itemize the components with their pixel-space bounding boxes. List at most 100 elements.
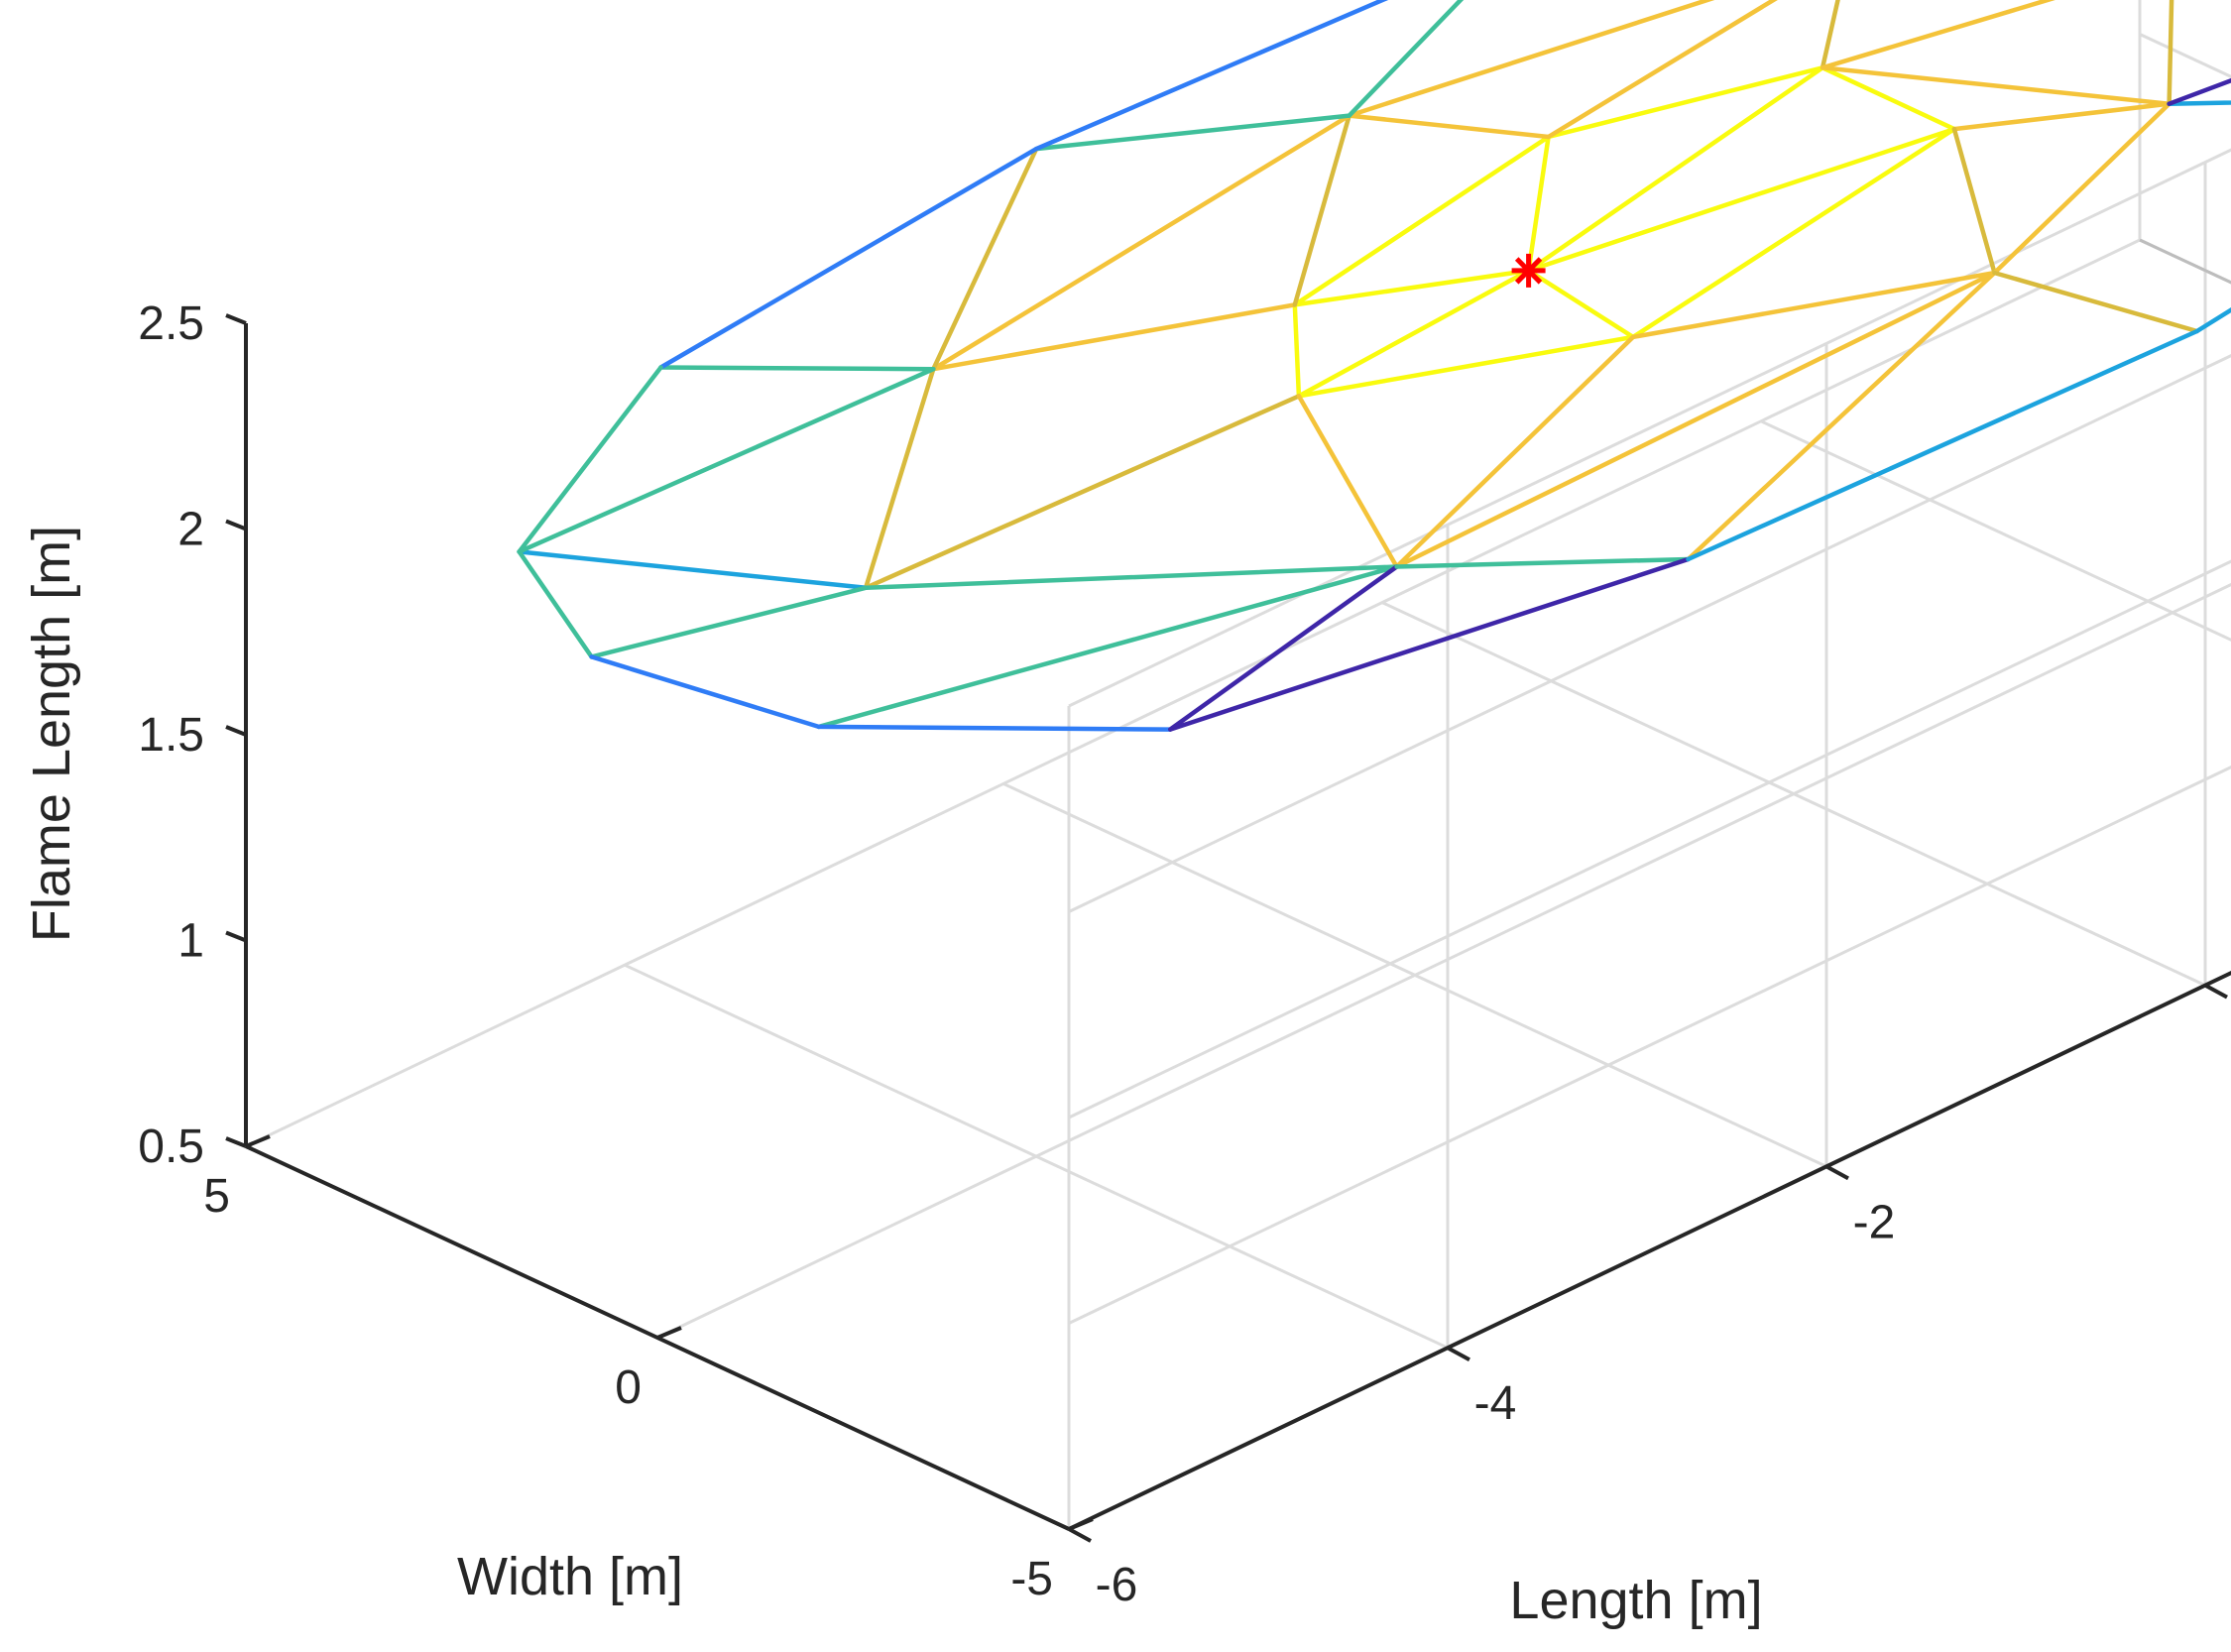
front-axes: [244, 323, 2231, 1531]
mesh-edge: [1292, 113, 1351, 307]
mesh-edge: [517, 549, 594, 659]
grid-line: [2139, 238, 2231, 285]
mesh-edge: [2167, 0, 2174, 106]
grid-line: [2139, 238, 2231, 285]
wireframe-mesh: [517, 0, 2231, 732]
mesh-edge: [931, 146, 1039, 372]
mesh-edge: [816, 724, 1173, 732]
z-tick-label: 2.5: [138, 297, 204, 350]
mesh-edge: [517, 549, 869, 591]
mesh-edge: [658, 146, 1039, 370]
mesh-edge: [1526, 65, 1825, 274]
mesh-edge: [517, 365, 663, 554]
x-tick: [2204, 983, 2228, 1000]
grid-line: [1068, 559, 2231, 1120]
y-tick: [656, 1326, 682, 1340]
z-tick: [225, 519, 247, 531]
y-tick: [1068, 1517, 1094, 1531]
mesh-edge: [931, 302, 1298, 372]
mesh-edge: [1033, 0, 1389, 152]
ticks: [225, 313, 2228, 1543]
tick-labels: 0.511.522.5-505-6-4-2024: [138, 297, 1896, 1611]
z-tick-label: 2: [177, 504, 204, 556]
mesh-edge: [1820, 0, 1840, 70]
z-tick-label: 1.5: [138, 709, 204, 762]
mesh-edge: [863, 564, 1399, 591]
mesh-edge: [1951, 126, 1997, 276]
y-axis-label: Width [m]: [457, 1547, 683, 1606]
mesh-edge: [1820, 0, 2055, 70]
mesh-edge: [1630, 126, 1957, 340]
y-tick-label: -5: [1010, 1553, 1053, 1605]
x-axis-line: [1068, 970, 2231, 1531]
grid-line: [245, 238, 2141, 1148]
mesh-edge: [517, 366, 936, 554]
grid-line: [2140, 0, 2231, 6]
mesh-edge: [2194, 307, 2231, 334]
grid-line: [1068, 148, 2231, 708]
x-tick: [1447, 1346, 1470, 1361]
z-tick: [225, 930, 247, 943]
mesh-edge: [1033, 113, 1351, 152]
z-tick: [225, 725, 247, 737]
mesh-edge: [1546, 0, 1778, 140]
mesh-edge: [1167, 556, 1691, 732]
back-edge: [1068, 971, 2231, 1531]
z-tick-label: 0.5: [138, 1121, 204, 1173]
mesh-edge: [1296, 394, 1399, 569]
mesh-edge: [1394, 556, 1691, 569]
mesh-edge: [863, 366, 936, 591]
center-marker: [1511, 253, 1546, 288]
x-tick-label: -2: [1853, 1196, 1896, 1248]
grid-line: [1068, 971, 2231, 1531]
mesh-edge: [1292, 268, 1531, 307]
mesh-edge: [863, 394, 1302, 591]
mesh-edge: [1347, 113, 1551, 140]
grid-line: [1068, 353, 2231, 913]
y-tick-label: 0: [615, 1361, 642, 1414]
mesh-edge: [1951, 101, 2172, 132]
grid-line: [1068, 971, 2231, 1531]
mesh-edge: [658, 365, 936, 372]
grid-line: [656, 582, 2231, 1340]
mesh-edge: [589, 585, 869, 659]
mesh-edge: [1296, 268, 1531, 399]
marker-stroke: [1514, 257, 1543, 285]
mesh-edge: [1292, 302, 1302, 399]
y-tick-label: 5: [203, 1170, 230, 1223]
x-axis-label: Length [m]: [1509, 1571, 1762, 1630]
mesh-edge: [589, 654, 821, 730]
z-tick: [225, 1136, 247, 1148]
z-tick-label: 1: [177, 915, 204, 968]
mesh-edge: [1347, 0, 1715, 118]
grid-line: [1068, 765, 2231, 1325]
mesh-edge: [1630, 270, 1997, 340]
mesh-edge: [1394, 270, 1997, 569]
mesh-edge: [1992, 270, 2199, 334]
z-axis-label: Flame Length [m]: [22, 526, 81, 942]
mesh-edge: [1526, 126, 1957, 274]
mesh-edge: [1167, 564, 1399, 732]
grid-line: [1760, 419, 2231, 642]
mesh-edge: [1820, 65, 2172, 106]
mesh-edge: [816, 564, 1399, 730]
x-tick-label: -6: [1096, 1559, 1138, 1611]
mesh-edge: [1526, 134, 1551, 274]
mesh-edge: [1546, 65, 1825, 140]
y-tick: [245, 1134, 271, 1148]
mesh-edge: [1686, 328, 2199, 562]
mesh-edge: [1296, 334, 1636, 399]
mesh-edge: [1992, 101, 2172, 276]
mesh-edge: [1526, 268, 1636, 340]
mesh-edge: [1292, 134, 1551, 307]
mesh-edge: [1820, 65, 1957, 132]
x-tick: [1825, 1164, 1849, 1181]
mesh-edge: [1394, 334, 1636, 569]
mesh-edge: [931, 113, 1351, 372]
x-tick: [1068, 1527, 1092, 1543]
grid-lines: [245, 0, 2231, 1531]
x-tick-label: -4: [1474, 1377, 1517, 1430]
mesh-edge: [1686, 270, 1997, 562]
grid-line: [2139, 33, 2231, 78]
